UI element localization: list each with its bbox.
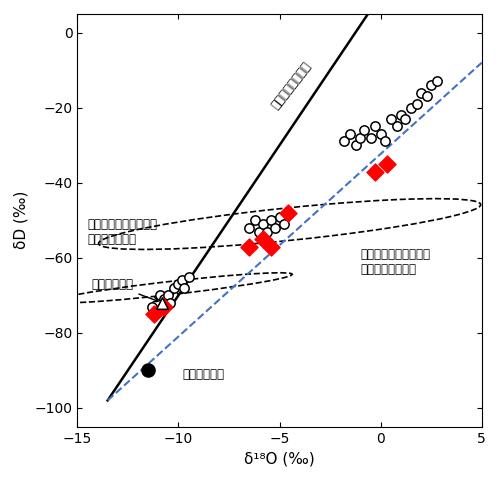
Point xyxy=(417,89,425,96)
X-axis label: δ¹⁸O (‰): δ¹⁸O (‰) xyxy=(244,451,315,466)
Point xyxy=(433,78,441,85)
Point xyxy=(356,134,364,142)
Point xyxy=(346,130,354,138)
Point xyxy=(144,367,152,374)
Point xyxy=(284,209,292,216)
Point xyxy=(413,100,421,108)
Point xyxy=(393,122,401,130)
Text: 割れ目に沿った流れが
生じている領域: 割れ目に沿った流れが 生じている領域 xyxy=(88,217,158,246)
Point xyxy=(260,235,268,243)
Point xyxy=(272,224,280,232)
Point xyxy=(180,284,188,292)
Point xyxy=(268,216,276,224)
Point xyxy=(280,220,287,228)
Point xyxy=(382,160,390,168)
Point xyxy=(276,213,283,220)
Point xyxy=(264,228,272,235)
Point xyxy=(352,142,360,149)
Point xyxy=(401,115,409,123)
Point xyxy=(245,224,253,232)
Y-axis label: δD (‰): δD (‰) xyxy=(14,191,29,250)
Point xyxy=(386,115,394,123)
Point xyxy=(178,276,186,284)
Point xyxy=(158,299,166,307)
Point xyxy=(340,138,348,145)
Point xyxy=(156,291,164,299)
Point xyxy=(268,243,276,251)
Point xyxy=(366,134,374,142)
Point xyxy=(252,216,260,224)
Point xyxy=(360,126,368,134)
Text: 氷期の地表水: 氷期の地表水 xyxy=(182,368,224,381)
Point xyxy=(148,303,156,311)
Point xyxy=(376,130,384,138)
Point xyxy=(174,280,182,288)
Point xyxy=(370,168,378,175)
Text: 割れ目に沿った流れが
生じていない領域: 割れ目に沿った流れが 生じていない領域 xyxy=(360,248,430,276)
Text: 現在の地表水: 現在の地表水 xyxy=(92,277,158,302)
Point xyxy=(164,291,172,299)
Point xyxy=(160,303,168,311)
Point xyxy=(423,93,431,100)
Point xyxy=(184,273,192,280)
Point xyxy=(397,111,405,119)
Point xyxy=(245,243,253,251)
Point xyxy=(380,138,388,145)
Point xyxy=(260,220,268,228)
Point xyxy=(370,122,378,130)
Point xyxy=(160,295,168,303)
Point xyxy=(407,104,415,111)
Point xyxy=(170,284,178,292)
Point xyxy=(256,228,264,235)
Point xyxy=(427,81,435,89)
Text: 幅延地域の天水線: 幅延地域の天水線 xyxy=(270,60,314,111)
Point xyxy=(150,310,158,318)
Point xyxy=(166,299,174,307)
